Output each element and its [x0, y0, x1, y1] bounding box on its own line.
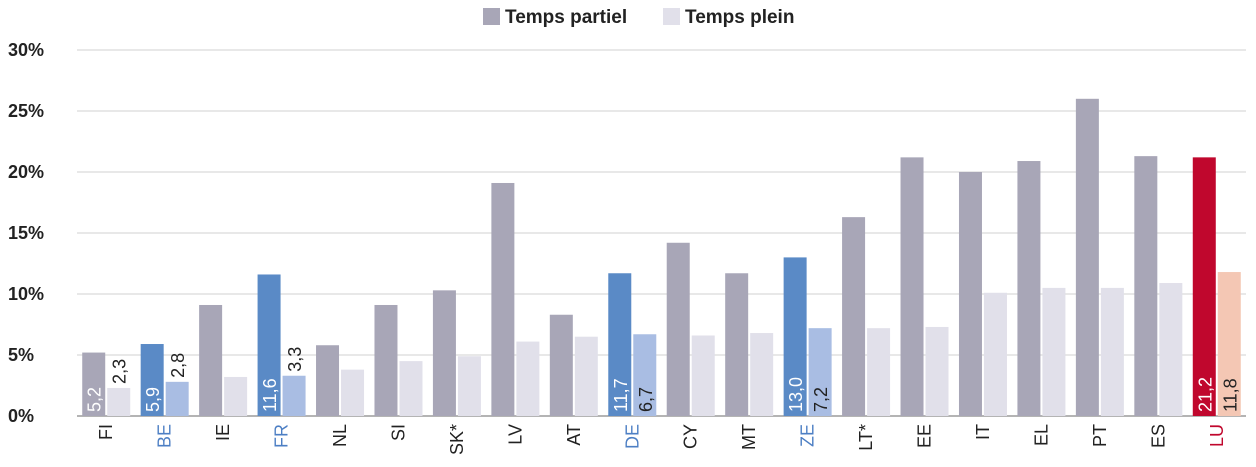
legend: Temps partiel Temps plein — [483, 7, 794, 28]
data-label-partiel: 5,2 — [85, 387, 105, 412]
bar-partiel-ie — [199, 304, 223, 416]
bar-partiel-fr — [257, 274, 281, 416]
data-label-plein: 2,8 — [168, 353, 188, 378]
bar-partiel-el — [1017, 161, 1041, 416]
bar-plein-lv — [516, 341, 540, 416]
bar-partiel-lu — [1192, 157, 1216, 417]
bar-plein-mt — [750, 333, 774, 416]
bar-plein-it — [983, 292, 1007, 416]
y-axis: 0% 5% 10% 15% 20% 25% 30% — [8, 40, 44, 426]
x-tick-label: IT — [973, 424, 993, 440]
bar-plein-nl — [341, 369, 365, 416]
x-tick-label: FR — [272, 424, 292, 448]
bar-partiel-pt — [1075, 98, 1099, 417]
bar-plein-at — [574, 336, 598, 416]
bar-plein-si — [399, 361, 423, 416]
y-tick-label: 0% — [8, 406, 34, 426]
data-label-plein: 6,7 — [636, 387, 656, 412]
bar-partiel-fi — [82, 352, 106, 416]
bar-partiel-mt — [725, 273, 749, 416]
bar-partiel-ee — [900, 157, 924, 417]
x-tick-label: LT* — [856, 424, 876, 451]
y-tick-label: 15% — [8, 223, 44, 243]
bar-partiel-de — [608, 273, 632, 416]
bar-plein-cy — [691, 335, 715, 416]
x-tick-label: ZE — [798, 424, 818, 447]
data-labels: 5,22,3 5,92,8 11,63,3 11,7 6,7 13,0 7,2 21,2 11,… — [85, 347, 1241, 412]
data-label-plein: 11,8 — [1220, 378, 1240, 412]
x-tick-label: NL — [330, 424, 350, 447]
bar-partiel-es — [1134, 156, 1158, 416]
bar-plein-sk — [457, 356, 481, 416]
data-label-partiel: 13,0 — [786, 377, 806, 412]
bars — [82, 98, 1241, 417]
bar-partiel-cy — [666, 242, 690, 416]
gridlines — [77, 49, 1246, 417]
bar-partiel-ze — [783, 257, 807, 416]
data-label-partiel: 11,7 — [611, 378, 631, 412]
bar-plein-fi — [107, 387, 131, 416]
x-tick-label: ES — [1148, 424, 1168, 448]
x-tick-label: DE — [622, 424, 642, 449]
x-axis: FI BE IE FR NL SI SK* LV AT DE CY MT ZE LT* EE IT EL PT ES… — [96, 424, 1227, 455]
bar-plein-ze — [808, 328, 832, 416]
x-tick-label: PT — [1090, 424, 1110, 447]
legend-swatch-plein — [663, 8, 680, 25]
y-tick-label: 5% — [8, 345, 34, 365]
x-tick-label: FI — [96, 424, 116, 440]
data-label-plein: 3,3 — [285, 347, 305, 372]
bar-plein-de — [633, 334, 657, 416]
bar-plein-lu — [1217, 272, 1241, 416]
bar-plein-pt — [1100, 287, 1124, 416]
data-label-plein: 7,2 — [811, 387, 831, 412]
bar-partiel-it — [958, 172, 982, 416]
x-tick-label: CY — [681, 424, 701, 449]
bar-partiel-si — [374, 304, 398, 416]
bar-partiel-be — [140, 344, 164, 416]
bar-plein-ie — [224, 376, 248, 416]
legend-swatch-partiel — [483, 8, 500, 25]
bar-plein-fr — [282, 375, 306, 416]
bar-plein-lt — [867, 328, 891, 416]
data-label-partiel: 21,2 — [1195, 377, 1215, 412]
legend-label-partiel: Temps partiel — [505, 7, 627, 28]
legend-label-plein: Temps plein — [685, 7, 794, 28]
bar-plein-es — [1159, 283, 1183, 416]
bar-partiel-lv — [491, 182, 515, 416]
x-tick-label: SI — [388, 424, 408, 441]
data-label-partiel: 11,6 — [260, 378, 280, 412]
x-tick-label: IE — [213, 424, 233, 441]
x-tick-label: EE — [915, 424, 935, 448]
y-tick-label: 10% — [8, 284, 44, 304]
bar-partiel-lt — [842, 217, 866, 416]
bar-plein-be — [165, 381, 189, 416]
bar-partiel-nl — [316, 345, 340, 416]
y-tick-label: 30% — [8, 40, 44, 60]
bar-partiel-at — [549, 314, 573, 416]
data-label-partiel: 5,9 — [143, 387, 163, 412]
x-tick-label: AT — [564, 424, 584, 446]
x-tick-label: MT — [739, 424, 759, 450]
bar-partiel-sk — [432, 290, 456, 416]
y-tick-label: 20% — [8, 162, 44, 182]
y-tick-label: 25% — [8, 101, 44, 121]
data-label-plein: 2,3 — [110, 359, 130, 384]
x-tick-label: LV — [505, 424, 525, 445]
x-tick-label: BE — [155, 424, 175, 448]
x-tick-label: LU — [1207, 424, 1227, 447]
x-tick-label: SK* — [447, 424, 467, 455]
bar-plein-el — [1042, 287, 1066, 416]
x-tick-label: EL — [1031, 424, 1051, 446]
bar-plein-ee — [925, 326, 949, 416]
